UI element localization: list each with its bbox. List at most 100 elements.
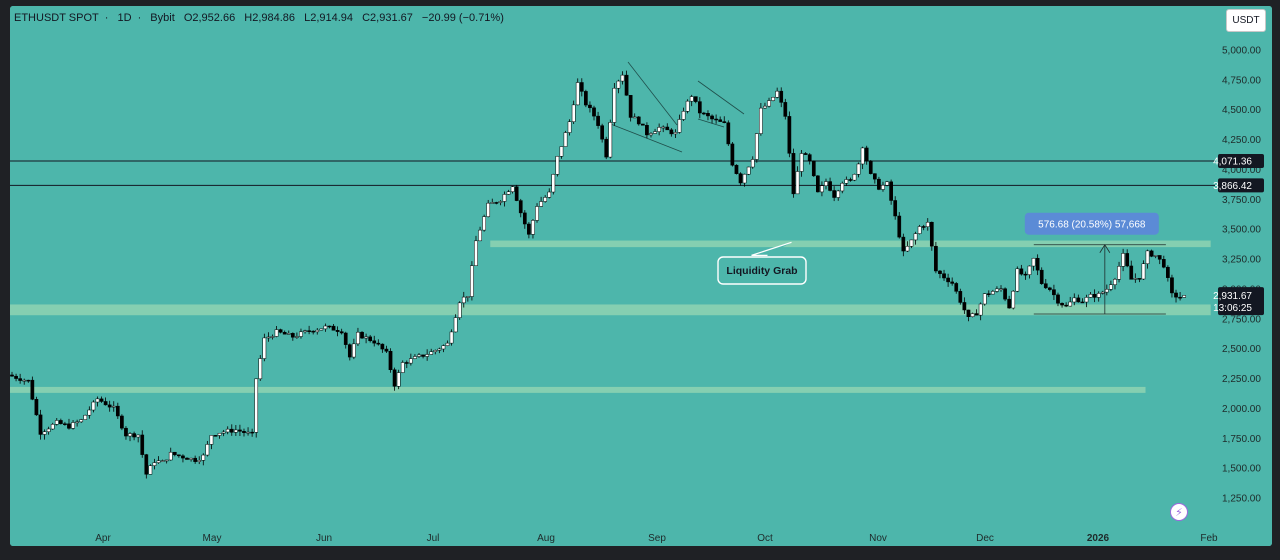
candle-body [816, 175, 820, 193]
xtick-label: Feb [1200, 533, 1218, 544]
candle-body [848, 179, 853, 181]
candle-body [877, 178, 881, 190]
candle-body [205, 444, 210, 456]
candle-body [242, 431, 246, 433]
legend-symbol[interactable]: ETHUSDT SPOT [14, 12, 99, 24]
candle-body [193, 457, 198, 462]
candle-body [254, 378, 259, 433]
candle-body [803, 153, 808, 155]
legend-low: L2,914.94 [304, 12, 354, 24]
candle-body [1178, 296, 1182, 299]
candle-body [1174, 292, 1178, 298]
symbol-legend: ETHUSDT SPOT · 1D · Bybit O2,952.66 H2,984… [14, 12, 504, 24]
candle-body [1141, 263, 1146, 280]
candle-body [555, 156, 560, 175]
candle-body [177, 454, 181, 457]
candle-body [693, 96, 698, 102]
ytick-label: 2,000.00 [1222, 404, 1261, 415]
candle-body [995, 288, 999, 292]
candle-body [95, 398, 100, 403]
candle-body [250, 431, 254, 434]
callout-pointer [751, 241, 792, 256]
candle-body [376, 342, 381, 345]
hline-price-tag [1218, 178, 1264, 193]
candle-body [934, 245, 938, 272]
candle-body [185, 457, 189, 460]
candle-body [490, 202, 495, 204]
candle-body [844, 179, 849, 184]
candle-body [368, 336, 373, 342]
candle-body [889, 181, 893, 201]
candle-body [494, 202, 499, 204]
candle-body [856, 163, 861, 175]
candle-body [229, 428, 234, 433]
lightning-icon[interactable]: ⚡ [1170, 503, 1188, 521]
candle-body [991, 291, 995, 295]
candle-body [1048, 287, 1052, 290]
candle-body [148, 465, 153, 475]
price-range-measure: 576.68 (20.58%) 57,668 [1024, 212, 1166, 315]
candle-body [1019, 268, 1024, 275]
candle-body [1149, 250, 1154, 257]
candle-body [681, 111, 686, 120]
candle-body [404, 362, 409, 364]
candle-body [225, 428, 230, 433]
candle-body [828, 181, 832, 191]
candle-body [653, 131, 657, 134]
candle-body [1031, 257, 1036, 267]
candle-body [331, 325, 336, 331]
candle-body [575, 82, 580, 106]
legend-interval[interactable]: 1D [117, 12, 132, 24]
candle-body [339, 331, 344, 334]
candle-body [754, 133, 759, 160]
candle-body [1170, 277, 1174, 294]
candle-body [706, 113, 710, 117]
candle-body [258, 358, 263, 380]
candle-body [1056, 294, 1060, 304]
candle-body [836, 190, 841, 198]
measure-label-bg [1024, 212, 1159, 235]
trendline-4 [697, 118, 725, 128]
candle-body [730, 143, 735, 166]
candles [10, 70, 1187, 479]
candle-body [929, 221, 934, 247]
legend-open: O2,952.66 [183, 12, 236, 24]
candle-body [234, 429, 238, 433]
candle-body [1104, 289, 1109, 293]
price-chart[interactable]: 576.68 (20.58%) 57,668 Liquidity Grab 1,… [10, 6, 1272, 546]
candle-body [649, 133, 653, 136]
time-axis[interactable]: Apr May Jun Jul Aug Sep Oct Nov Dec 2026 Feb [95, 533, 1218, 544]
candle-body [791, 153, 796, 195]
candle-body [1092, 294, 1097, 298]
candle-body [1064, 304, 1068, 307]
hline-price-label: 4,071.36 [1213, 156, 1252, 167]
candle-body [657, 127, 661, 132]
currency-button[interactable]: USDT [1226, 9, 1266, 32]
candle-body [409, 358, 413, 364]
candle-body [1096, 293, 1101, 298]
xtick-label: May [203, 533, 222, 544]
candle-body [1133, 278, 1138, 280]
candle-body [942, 273, 946, 279]
candle-body [246, 431, 250, 434]
ytick-label: 1,750.00 [1222, 434, 1261, 445]
candle-body [319, 328, 324, 331]
candle-body [1113, 279, 1117, 285]
candle-body [384, 348, 389, 352]
candle-body [18, 378, 22, 381]
xtick-label: 2026 [1087, 533, 1110, 544]
candle-body [63, 423, 67, 425]
candle-body [913, 233, 918, 241]
candle-body [1023, 273, 1028, 276]
candle-body [742, 173, 747, 184]
candle-body [999, 288, 1003, 290]
price-axis[interactable]: 1,250.00 1,500.00 1,750.00 2,000.00 2,250.00… [1213, 46, 1264, 505]
candle-body [783, 102, 788, 117]
candle-body [465, 296, 470, 298]
candle-body [1166, 266, 1170, 278]
candle-body [852, 174, 857, 181]
candle-body [966, 309, 971, 317]
candle-body [547, 191, 552, 198]
xtick-label: Nov [869, 533, 887, 544]
candle-body [905, 246, 910, 252]
